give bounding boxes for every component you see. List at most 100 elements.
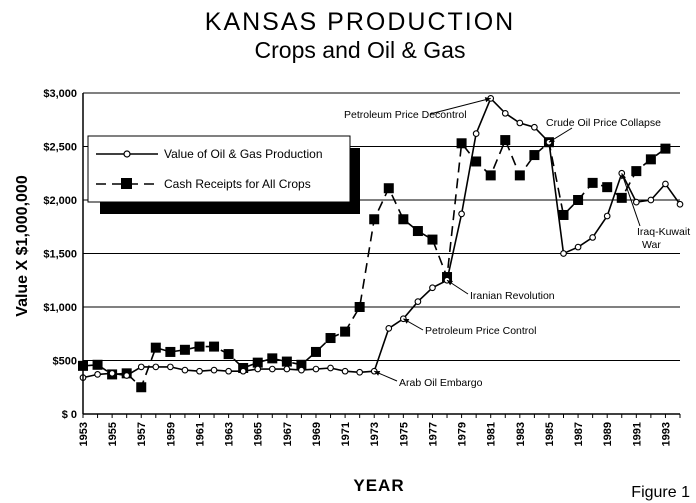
- annotation-label: Petroleum Price Decontrol: [344, 109, 467, 121]
- oil-gas-point: [589, 234, 596, 241]
- crops-point: [616, 192, 627, 203]
- x-tick-label: 1965: [253, 422, 265, 446]
- crops-point: [573, 195, 584, 205]
- x-tick-label: 1987: [573, 422, 585, 446]
- oil-gas-point: [152, 363, 160, 371]
- y-tick-label: $1,500: [43, 249, 77, 261]
- annotation-label: Arab Oil Embargo: [399, 377, 483, 389]
- x-tick-label: 1973: [369, 422, 381, 446]
- oil-gas-point: [676, 200, 684, 208]
- oil-gas-point: [662, 180, 669, 188]
- oil-gas-point: [356, 368, 364, 376]
- oil-gas-point: [632, 198, 640, 206]
- oil-gas-point: [268, 365, 276, 373]
- oil-gas-point: [341, 367, 349, 375]
- y-tick-label: $2,000: [43, 195, 77, 207]
- annotation-pointer: [621, 173, 641, 227]
- oil-gas-point: [196, 367, 203, 375]
- crops-point: [456, 138, 467, 149]
- x-tick-label: 1991: [631, 422, 643, 446]
- legend-marker-oil: [123, 150, 131, 158]
- crops-point: [427, 234, 438, 245]
- annotation-label: Crude Oil Price Collapse: [546, 117, 661, 129]
- x-tick-label: 1983: [515, 422, 527, 446]
- crops-point: [136, 382, 147, 393]
- x-tick-label: 1955: [107, 422, 119, 446]
- crops-point: [267, 353, 278, 364]
- x-tick-label: 1979: [457, 422, 469, 446]
- x-tick-label: 1969: [311, 422, 323, 446]
- crops-point: [92, 359, 103, 370]
- oil-gas-point: [123, 372, 131, 379]
- annotation-label: Iraq-Kuwait: [637, 226, 690, 238]
- crops-point: [223, 349, 234, 360]
- annotation-arrowhead: [374, 370, 381, 376]
- x-tick-label: 1953: [78, 422, 90, 446]
- oil-gas-point: [94, 371, 101, 378]
- crops-point: [383, 183, 394, 194]
- crops-point: [354, 302, 365, 312]
- y-tick-label: $500: [53, 356, 77, 368]
- x-tick-label: 1963: [224, 422, 236, 446]
- legend-label-oil: Value of Oil & Gas Production: [164, 147, 323, 161]
- y-axis-label: Value X $1,000,000: [14, 175, 31, 317]
- x-axis-label: YEAR: [353, 476, 404, 495]
- crops-point: [558, 209, 569, 220]
- legend-marker-crops: [121, 178, 132, 189]
- x-tick-label: 1989: [602, 422, 614, 446]
- crops-point: [296, 359, 307, 370]
- oil-gas-point: [283, 365, 291, 373]
- oil-gas-point: [385, 325, 393, 332]
- crops-point: [281, 356, 292, 367]
- crops-point: [660, 143, 671, 154]
- x-tick-label: 1959: [165, 422, 177, 446]
- oil-gas-point: [167, 363, 174, 371]
- crops-point: [369, 214, 380, 225]
- chart-title: KANSAS PRODUCTION: [205, 8, 515, 36]
- crops-point: [514, 170, 525, 181]
- annotation-arrowhead: [621, 173, 626, 180]
- oil-gas-point: [574, 243, 582, 251]
- annotation-arrowhead: [403, 318, 410, 324]
- crops-point: [471, 156, 482, 167]
- crops-point: [587, 177, 598, 188]
- crops-point: [310, 346, 321, 357]
- legend-label-crops: Cash Receipts for All Crops: [164, 177, 311, 191]
- crops-point: [325, 333, 336, 344]
- oil-gas-point: [210, 366, 218, 374]
- oil-gas-point: [472, 130, 480, 138]
- oil-gas-point: [239, 367, 247, 375]
- crops-point: [150, 342, 161, 353]
- x-tick-label: 1981: [486, 422, 498, 446]
- oil-gas-point: [108, 369, 116, 377]
- crops-point: [398, 214, 409, 225]
- oil-gas-point: [516, 119, 524, 127]
- crops-point: [485, 170, 496, 181]
- x-tick-label: 1971: [340, 422, 352, 446]
- chart-subtitle: Crops and Oil & Gas: [255, 37, 466, 63]
- figure-label: Figure 1: [631, 484, 690, 501]
- x-tick-label: 1957: [136, 422, 148, 446]
- x-tick-label: 1985: [544, 422, 556, 446]
- x-tick-label: 1977: [427, 422, 439, 446]
- oil-gas-point: [327, 364, 334, 372]
- axes: $ 0 $500 $1,000 $1,500 $2,000 $2,500 $3,000 195…: [43, 88, 681, 446]
- annotation-label: War: [642, 239, 661, 251]
- oil-gas-point: [225, 367, 232, 375]
- oil-gas-point: [647, 196, 655, 204]
- y-tick-label: $ 0: [62, 409, 77, 421]
- crops-point: [602, 182, 613, 193]
- crops-point: [194, 341, 205, 352]
- x-tick-label: 1961: [194, 422, 206, 446]
- grid: [83, 92, 680, 361]
- annotation-label: Iranian Revolution: [470, 290, 555, 302]
- crops-point: [179, 344, 190, 355]
- crops-point: [500, 135, 511, 146]
- annotations: Petroleum Price Decontrol Crude Oil Price…: [344, 97, 690, 389]
- oil-gas-point: [137, 363, 145, 371]
- x-tick-label: 1967: [282, 422, 294, 446]
- oil-gas-point: [501, 109, 509, 117]
- y-tick-label: $2,500: [43, 142, 77, 154]
- crops-point: [340, 326, 351, 337]
